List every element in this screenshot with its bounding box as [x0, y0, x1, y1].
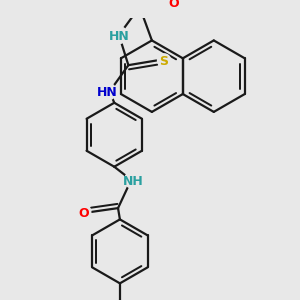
Text: NH: NH — [123, 175, 143, 188]
Text: HN: HN — [109, 30, 129, 43]
Circle shape — [110, 27, 127, 44]
Circle shape — [124, 171, 142, 188]
Circle shape — [167, 0, 180, 9]
Circle shape — [99, 83, 116, 100]
Text: O: O — [79, 207, 89, 220]
Text: HN: HN — [97, 86, 118, 100]
Text: O: O — [168, 0, 179, 10]
Text: S: S — [160, 56, 169, 68]
Circle shape — [158, 54, 171, 67]
Circle shape — [78, 205, 91, 218]
